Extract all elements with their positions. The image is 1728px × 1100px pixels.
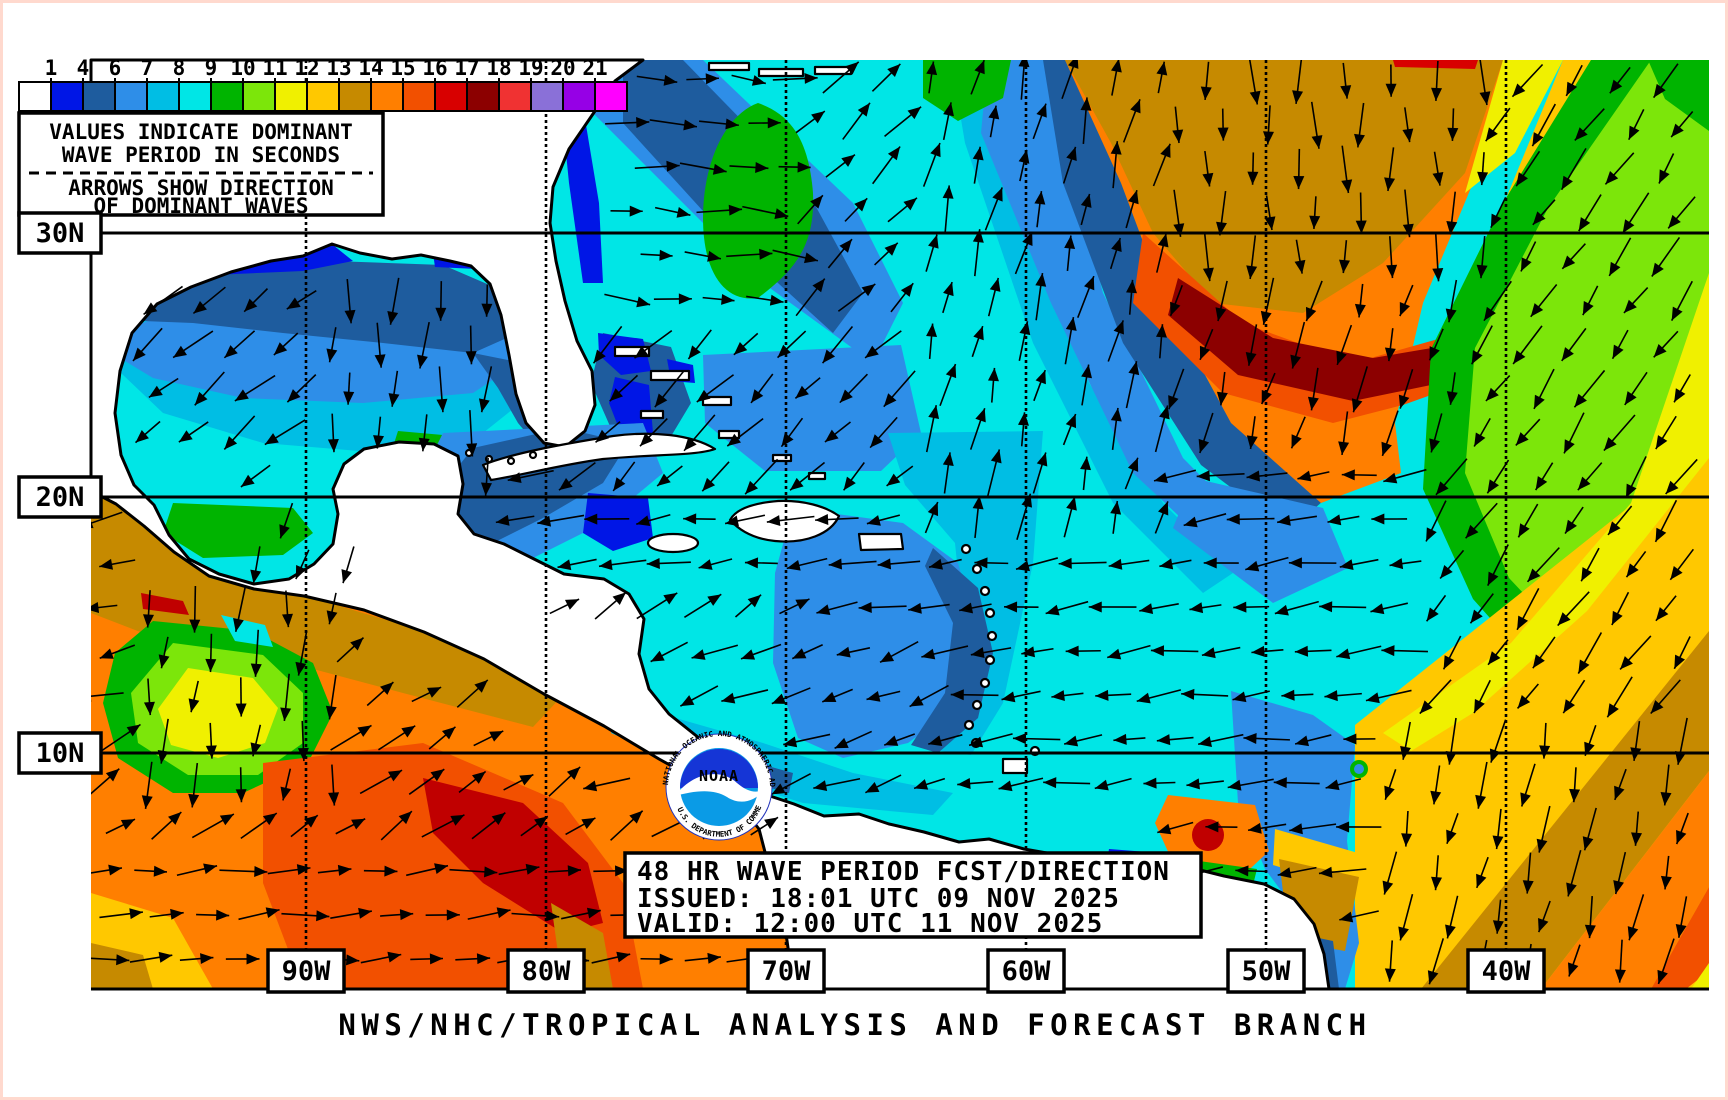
scale-label: 8 <box>173 56 186 80</box>
scale-cell <box>274 81 308 112</box>
latitude-box <box>17 475 103 519</box>
bottom-title: NWS/NHC/TROPICAL ANALYSIS AND FORECAST B… <box>338 1008 1371 1042</box>
scale-label: 12 <box>294 56 319 80</box>
wave-period-color-scale: 1 4 6 7 8 9 10 11 12 13 14 15 16 17 18 19 20 21 <box>18 56 628 112</box>
scale-label: 6 <box>109 56 122 80</box>
longitude-label: 50W <box>1242 956 1292 987</box>
info-line3: VALID: 12:00 UTC 11 NOV 2025 <box>637 909 1103 939</box>
scale-cell <box>82 81 116 112</box>
scale-label: 10 <box>230 56 255 80</box>
wave-direction-arrows <box>91 60 1698 985</box>
longitude-label: 90W <box>282 956 332 987</box>
islands-florida-keys <box>464 448 538 466</box>
latitude-box <box>17 731 103 775</box>
scale-cell <box>146 81 180 112</box>
latitude-box <box>17 211 103 255</box>
longitude-label: 40W <box>1482 956 1532 987</box>
scale-cell <box>434 81 468 112</box>
scale-label: 15 <box>390 56 415 80</box>
scale-cell <box>530 81 564 112</box>
noaa-seagull-icon <box>675 774 765 802</box>
scale-cell <box>370 81 404 112</box>
longitude-label: 60W <box>1002 956 1052 987</box>
scale-cell <box>114 81 148 112</box>
scale-label: 16 <box>422 56 447 80</box>
longitude-label: 80W <box>522 956 572 987</box>
longitude-box <box>746 948 826 994</box>
longitude-label: 70W <box>762 956 812 987</box>
scale-cell <box>594 81 628 112</box>
island-hispaniola <box>728 499 841 543</box>
islands-bahamas <box>613 345 827 481</box>
legend-line1: VALUES INDICATE DOMINANT <box>49 120 352 144</box>
scale-cell <box>18 81 52 112</box>
info-box: 48 HR WAVE PERIOD FCST/DIRECTION ISSUED:… <box>623 851 1203 939</box>
longitude-box <box>266 948 346 994</box>
scale-cell <box>210 81 244 112</box>
scale-label: 21 <box>582 56 607 80</box>
info-line2: ISSUED: 18:01 UTC 09 NOV 2025 <box>637 884 1120 914</box>
scale-cell <box>50 81 84 112</box>
noaa-acronym: NOAA <box>699 767 739 785</box>
info-line1: 48 HR WAVE PERIOD FCST/DIRECTION <box>637 857 1170 887</box>
scale-label: 17 <box>454 56 479 80</box>
scale-label: 1 <box>45 56 58 80</box>
legend-line4: OF DOMINANT WAVES <box>94 194 309 218</box>
longitude-box <box>1226 948 1306 994</box>
scale-cell <box>562 81 596 112</box>
lat-lon-label-boxes: 30N 20N 10N 90W 80W 70W 60W 50W 40W <box>17 211 1546 994</box>
scale-label: 7 <box>141 56 154 80</box>
island-cuba <box>481 432 717 482</box>
latitude-label: 20N <box>36 482 85 513</box>
island-puerto-rico <box>857 532 905 552</box>
scale-cell <box>178 81 212 112</box>
scale-label: 14 <box>358 56 383 80</box>
island-jamaica <box>646 532 700 554</box>
scale-cell <box>338 81 372 112</box>
islands-carolina-banks <box>707 61 853 78</box>
scale-label: 20 <box>550 56 575 80</box>
latitude-label: 10N <box>36 738 85 769</box>
scale-cell <box>242 81 276 112</box>
scale-cell <box>402 81 436 112</box>
scale-cell <box>306 81 340 112</box>
legend-line3: ARROWS SHOW DIRECTION <box>68 176 334 200</box>
forecast-map: 1 4 6 7 8 9 10 11 12 13 14 15 16 17 18 19 20 21 VALUES IN… <box>3 3 1709 1042</box>
scale-label: 4 <box>77 56 90 80</box>
legend-box: VALUES INDICATE DOMINANT WAVE PERIOD IN … <box>17 111 385 218</box>
longitude-box <box>506 948 586 994</box>
scale-cell <box>466 81 500 112</box>
scale-label: 11 <box>262 56 287 80</box>
scale-label: 19 <box>518 56 543 80</box>
longitude-box <box>986 948 1066 994</box>
legend-line2: WAVE PERIOD IN SECONDS <box>62 143 340 167</box>
longitude-box <box>1466 948 1546 994</box>
latitude-label: 30N <box>36 218 85 249</box>
scale-label: 18 <box>486 56 511 80</box>
scale-cell <box>498 81 532 112</box>
scale-label: 9 <box>205 56 218 80</box>
scale-label: 13 <box>326 56 351 80</box>
